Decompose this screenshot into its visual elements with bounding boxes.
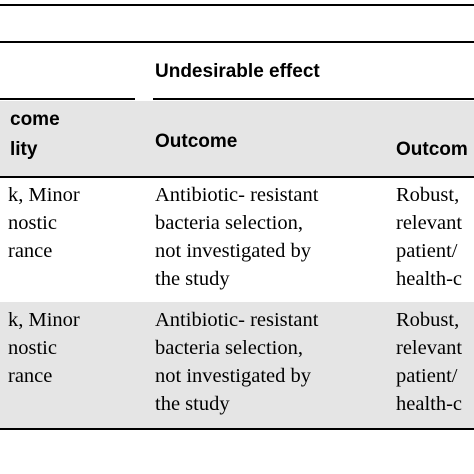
header-top-rule — [0, 41, 474, 43]
col2-header: Outcome — [155, 131, 238, 152]
row1-col2-line3: not investigated by — [155, 240, 312, 262]
group-right-rule — [153, 98, 474, 100]
row2-col3-line3: patient/ — [396, 365, 458, 387]
table-bottom-rule — [0, 428, 474, 430]
group-left-rule — [0, 98, 135, 100]
row2-col2-line1: Antibiotic- resistant — [155, 309, 319, 331]
row1-col3-line3: patient/ — [396, 240, 458, 262]
col3-header: Outcom — [396, 139, 468, 160]
row2-col2-line4: the study — [155, 393, 230, 415]
row1-col2-line4: the study — [155, 268, 230, 290]
row2-shade — [0, 302, 474, 428]
row1-col3-line2: relevant — [396, 212, 463, 234]
row2-col1-line1: k, Minor — [8, 309, 80, 331]
row2-col3-line4: health-c — [396, 393, 463, 415]
row2-col1-line2: nostic — [8, 337, 57, 359]
row1-col1-line1: k, Minor — [8, 184, 80, 206]
top-rule — [0, 4, 474, 6]
header-bottom-rule — [0, 176, 474, 178]
row1-col2-line2: bacteria selection, — [155, 212, 303, 234]
row2-col2-line2: bacteria selection, — [155, 337, 303, 359]
row2-col1-line3: rance — [8, 365, 53, 387]
row1-col2-line1: Antibiotic- resistant — [155, 184, 319, 206]
undesirable-effect-header: Undesirable effect — [155, 61, 320, 82]
row1-col1-line2: nostic — [8, 212, 57, 234]
col1-header-line2: lity — [10, 139, 38, 160]
col1-header-line1: come — [10, 109, 60, 130]
row1-col1-line3: rance — [8, 240, 53, 262]
row2-col2-line3: not investigated by — [155, 365, 312, 387]
column-header-band — [0, 101, 474, 176]
row2-col3-line2: relevant — [396, 337, 463, 359]
row1-col3-line4: health-c — [396, 268, 463, 290]
row1-col3-line1: Robust, — [396, 184, 460, 206]
row2-col3-line1: Robust, — [396, 309, 460, 331]
